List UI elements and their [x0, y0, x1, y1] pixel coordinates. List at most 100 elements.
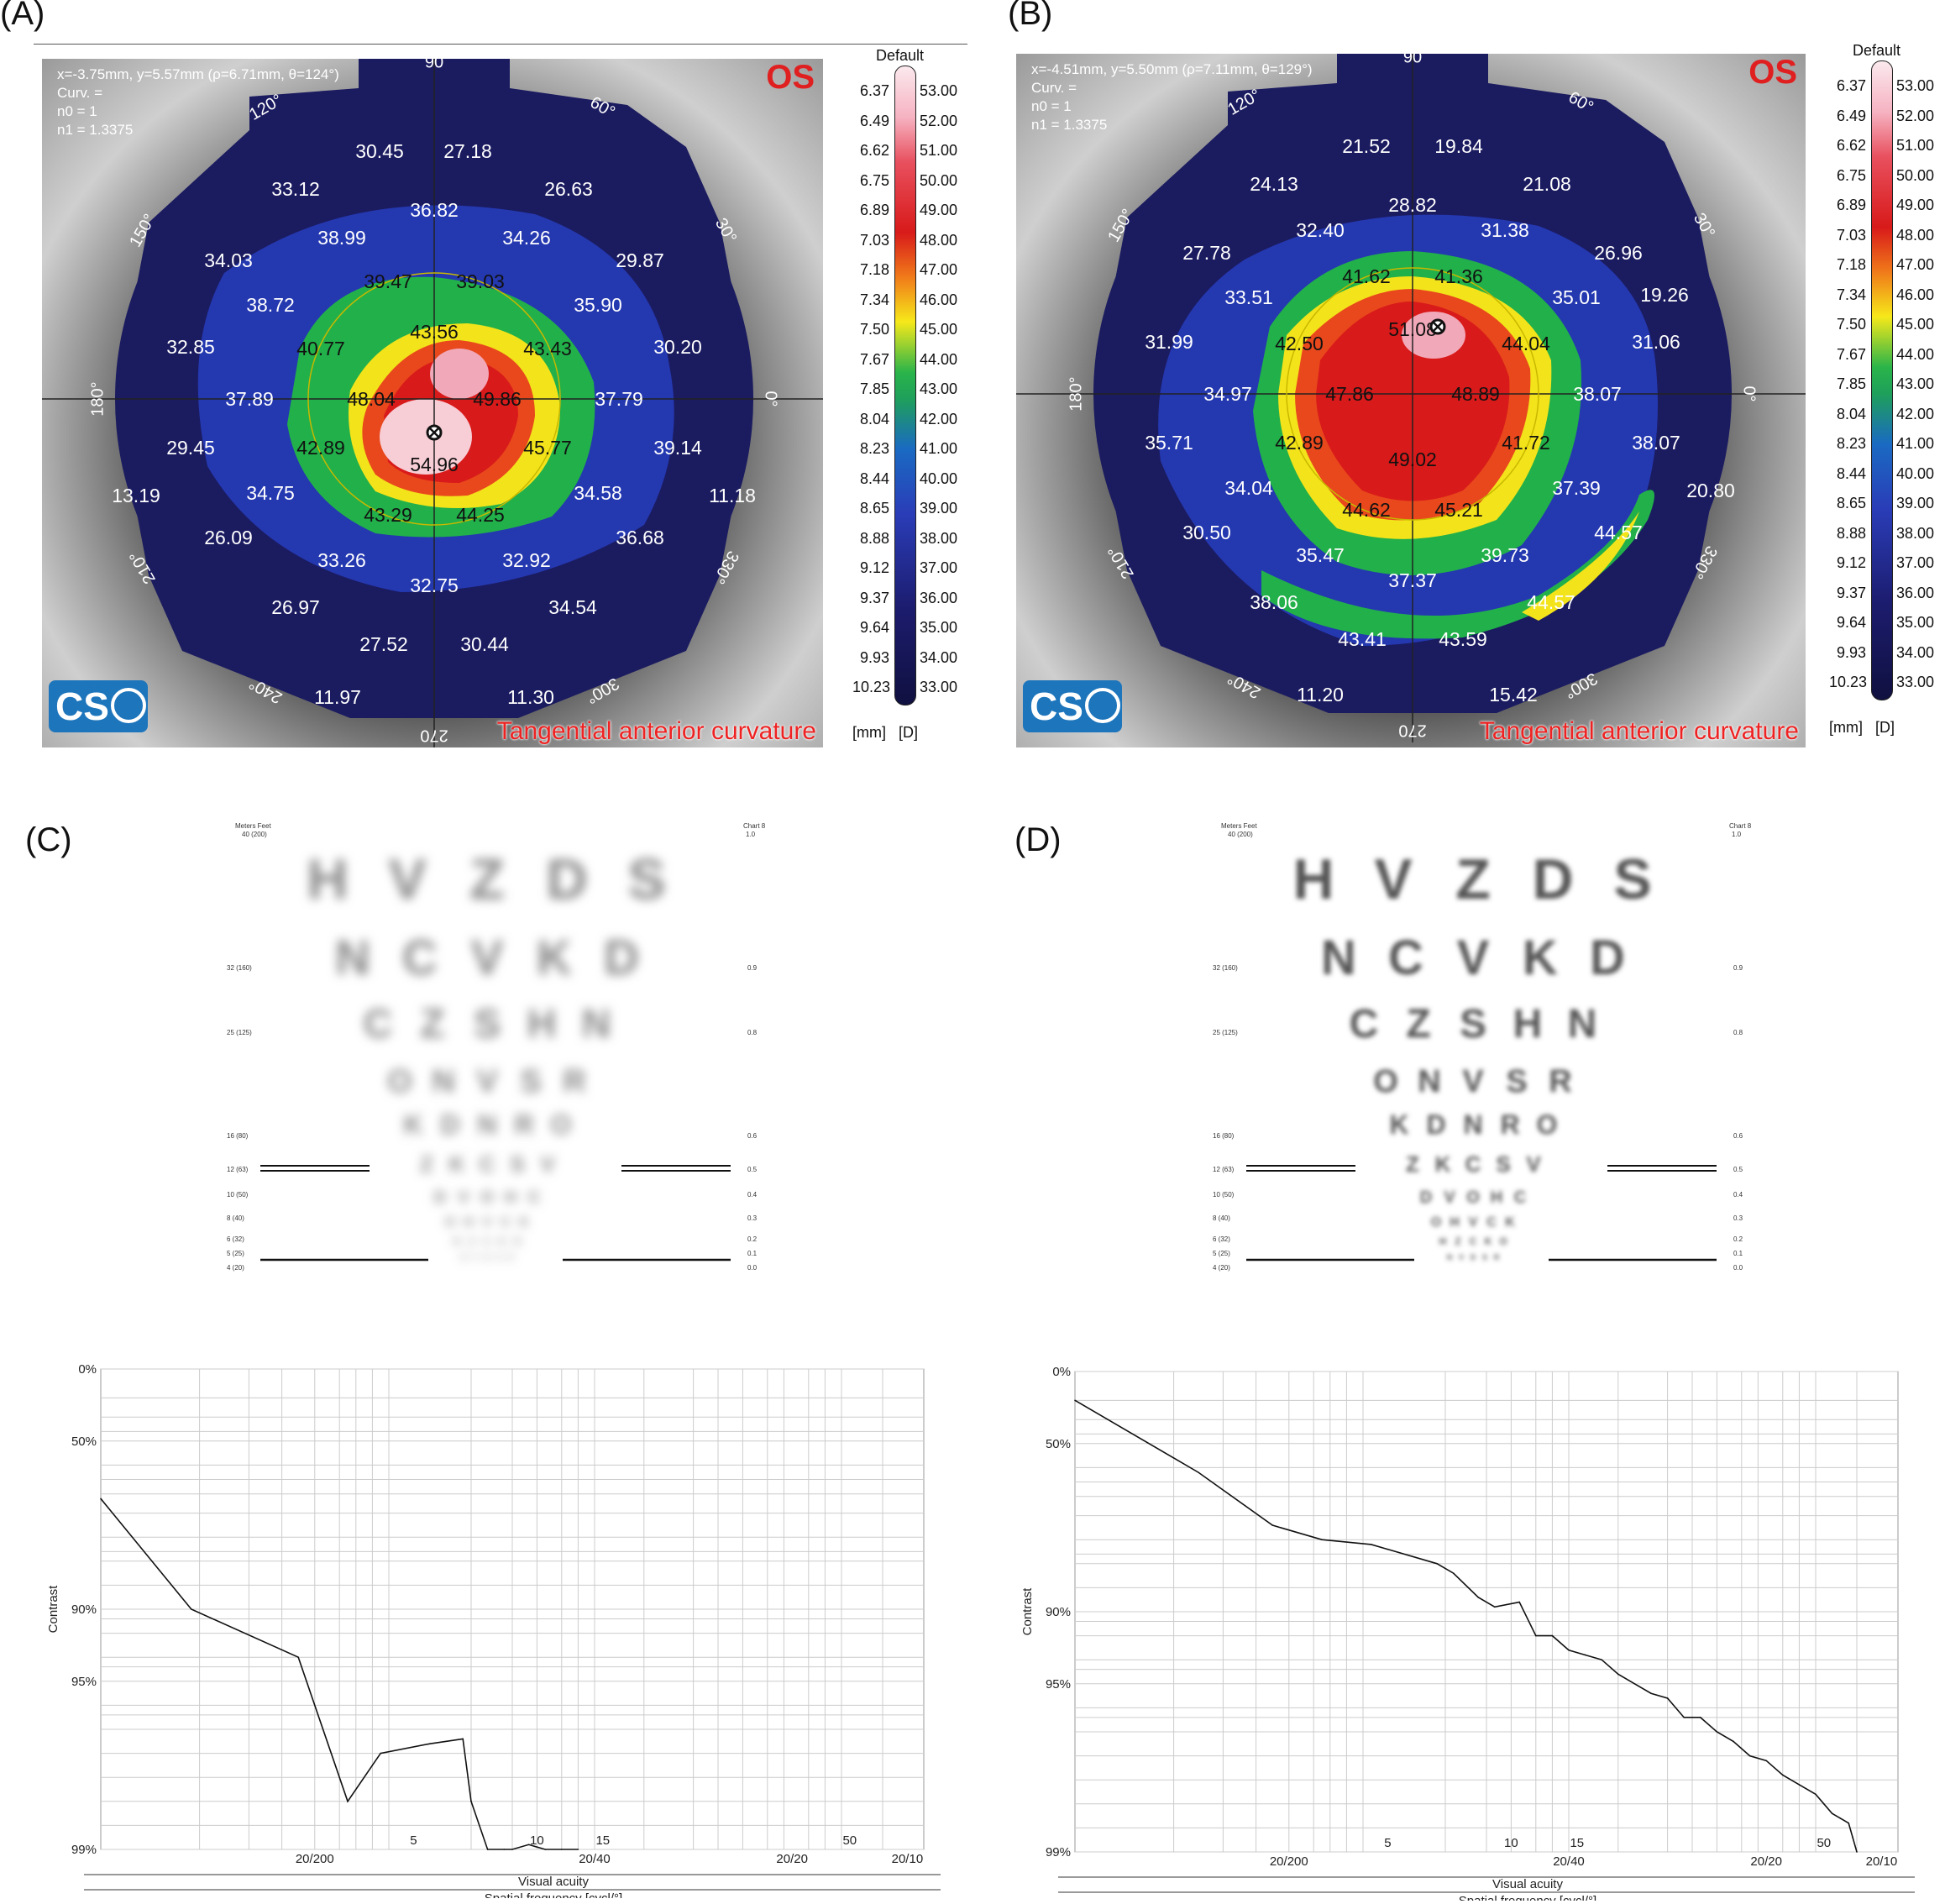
- curvature-value: 13.19: [112, 485, 160, 506]
- chart-letter: D: [1471, 1253, 1476, 1261]
- colorbar-diopter-value: 50.00: [1896, 166, 1935, 184]
- data-point: [380, 1752, 382, 1755]
- curvature-value: 30.20: [653, 336, 702, 358]
- chart-letter: S: [1506, 1064, 1527, 1099]
- chart-letter: V: [476, 1064, 498, 1099]
- chart-row-size-label: 32 (160): [227, 964, 252, 972]
- colorbar-diopter-value: 47.00: [920, 261, 958, 278]
- x-tick-acuity: 20/200: [1270, 1854, 1308, 1869]
- chart-row-decimal-label: 0.4: [1733, 1191, 1743, 1199]
- colorbar-mm-value: 6.37: [859, 82, 889, 99]
- chart-letter: Z: [1406, 1151, 1419, 1177]
- colorbar-diopter-value: 40.00: [920, 469, 958, 487]
- data-point: [1815, 1793, 1817, 1796]
- chart-row-size-label: 5 (25): [227, 1250, 244, 1257]
- chart-row-size-label: 12 (63): [1213, 1166, 1235, 1173]
- colorbar-diopter-value: 42.00: [920, 410, 958, 427]
- data-point: [462, 1738, 464, 1740]
- colorbar-mm-value: 7.18: [859, 261, 889, 278]
- data-point: [1477, 1597, 1479, 1598]
- data-point: [527, 1844, 530, 1846]
- data-point: [1584, 1654, 1586, 1656]
- x-tick-acuity: 20/40: [1553, 1854, 1585, 1869]
- curvature-value: 54.96: [410, 454, 459, 475]
- curvature-value: 44.57: [1594, 522, 1643, 543]
- chart-letter: C: [1486, 1215, 1497, 1230]
- chart-letter: S: [1496, 1151, 1510, 1177]
- chart-letter: D: [546, 847, 587, 911]
- data-point: [1568, 1649, 1570, 1651]
- chart-header-right-2: 1.0: [746, 831, 756, 838]
- data-point: [1601, 1659, 1602, 1660]
- cso-logo: CS: [1023, 680, 1122, 732]
- data-point: [1839, 1817, 1842, 1819]
- curvature-value: 38.07: [1573, 383, 1622, 405]
- chart-row-decimal-label: 0.1: [747, 1250, 758, 1257]
- colorbar-mm-value: 7.03: [1836, 226, 1866, 244]
- colorbar-mm-value: 8.44: [859, 469, 889, 487]
- colorbar-mm-value: 7.85: [1836, 375, 1866, 392]
- chart-letter: S: [510, 1151, 524, 1177]
- colorbar-mm-value: 6.49: [1836, 107, 1866, 124]
- chart-row-size-label: 10 (50): [227, 1191, 249, 1199]
- chart-letter: D: [1426, 1109, 1445, 1140]
- y-tick-label: 99%: [1046, 1845, 1071, 1859]
- chart-letter: H: [1491, 1188, 1502, 1207]
- chart-letter: S: [1613, 847, 1651, 911]
- colorbar-diopter-value: 35.00: [1896, 614, 1935, 631]
- curvature-value: 35.47: [1296, 544, 1345, 566]
- chart-row-size-label: 16 (80): [227, 1132, 249, 1140]
- chart-letter: O: [387, 1064, 412, 1099]
- topography-svg-a: 9060°30°0°330°300°270240°210°180°150°120…: [42, 59, 823, 747]
- chart-row-decimal-label: 0.2: [1733, 1235, 1743, 1243]
- data-point: [1748, 1755, 1751, 1757]
- colorbar-diopter-value: 46.00: [920, 291, 958, 308]
- x-axis-label: Visual acuity: [1492, 1877, 1563, 1891]
- curvature-value: 30.44: [460, 633, 509, 655]
- chart-row-size-label: 8 (40): [227, 1214, 244, 1222]
- n0-label: n0 = 1: [1031, 98, 1072, 114]
- curvature-value: 36.82: [410, 199, 459, 221]
- chart-letter: O: [551, 1109, 572, 1140]
- curvature-value: 47.86: [1325, 383, 1374, 405]
- colorbar-diopter-value: 38.00: [920, 529, 958, 547]
- chart-letter: C: [484, 1235, 491, 1247]
- x-tick-acuity: 20/20: [1750, 1854, 1782, 1869]
- chart-letter: V: [1459, 1253, 1464, 1261]
- colorbar-mm-value: 6.62: [859, 142, 889, 159]
- contrast-sensitivity-chart-d: 0% 50% 90% 95% 99% Contrast 20/200 20/40 20/20 20…: [1020, 1365, 1915, 1901]
- chart-letter: O: [1373, 1064, 1398, 1099]
- chart-row-size-label: 4 (20): [1213, 1264, 1230, 1272]
- data-point: [470, 1801, 472, 1802]
- chart-letter: D: [1420, 1188, 1432, 1207]
- chart-letter: Z: [420, 1002, 444, 1046]
- curvature-value: 26.97: [271, 596, 320, 618]
- curvature-value: 38.06: [1250, 591, 1298, 613]
- data-point: [1518, 1601, 1520, 1603]
- colorbar-mm-value: 8.04: [1836, 405, 1866, 422]
- data-point: [1666, 1697, 1669, 1699]
- data-point: [1535, 1634, 1537, 1637]
- angle-label: 180°: [88, 381, 107, 416]
- chart-letter: V: [1462, 1064, 1484, 1099]
- chart-letter: H: [453, 1235, 461, 1247]
- cursor-coordinates: x=-3.75mm, y=5.57mm (ρ=6.71mm, θ=124°): [57, 66, 339, 82]
- chart-row-decimal-label: 0.3: [1733, 1214, 1743, 1222]
- curvature-value: 39.03: [456, 270, 505, 292]
- data-point: [347, 1801, 349, 1802]
- chart-letter: D: [604, 931, 639, 985]
- data-point: [1700, 1717, 1701, 1718]
- data-point: [191, 1608, 192, 1610]
- colorbar-mm-value: 7.18: [1836, 256, 1866, 273]
- chart-letter: O: [1537, 1109, 1558, 1140]
- colorbar-diopter-value: 37.00: [920, 559, 958, 576]
- x-axis-label-2: Spatial frequency [cycl/°]: [485, 1891, 622, 1898]
- chart-letter: K: [403, 1109, 422, 1140]
- colorbar-diopter-value: 48.00: [1896, 226, 1935, 244]
- chart-row-decimal-label: 0.0: [747, 1264, 758, 1272]
- curvature-value: 42.89: [1275, 432, 1324, 454]
- curvature-value: 37.37: [1388, 569, 1437, 591]
- chart-letter: C: [501, 1215, 511, 1230]
- y-tick-label: 50%: [1046, 1437, 1071, 1451]
